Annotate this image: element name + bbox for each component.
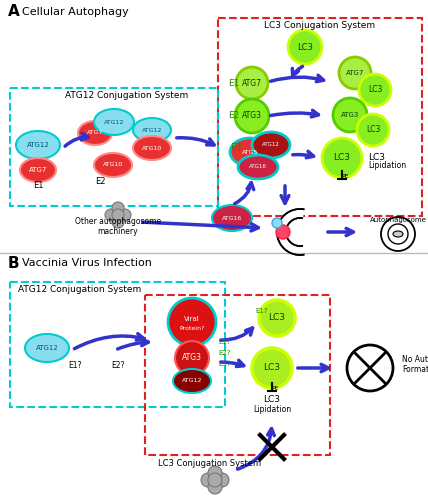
Text: LC3: LC3 [264,364,280,372]
Text: PE: PE [341,174,349,180]
Circle shape [208,473,222,487]
Text: ATG12: ATG12 [27,142,49,148]
Ellipse shape [94,153,132,177]
Text: E1?: E1? [218,339,231,345]
Text: ATG12: ATG12 [262,142,280,148]
Text: ATG7: ATG7 [29,167,47,173]
Circle shape [208,480,222,494]
Ellipse shape [16,131,60,159]
Text: E3?: E3? [218,361,231,367]
Text: ATG3: ATG3 [182,354,202,362]
Text: E3: E3 [230,144,241,152]
Text: ATG12 Conjugation System: ATG12 Conjugation System [18,286,141,294]
Text: E2?: E2? [218,350,231,356]
Ellipse shape [238,155,278,179]
Circle shape [112,216,124,228]
Text: Protein?: Protein? [179,326,205,330]
Text: LC3: LC3 [368,86,382,94]
Circle shape [259,300,295,336]
Text: LC3: LC3 [366,126,380,134]
Text: LC3 Conjugation System: LC3 Conjugation System [158,458,262,468]
Ellipse shape [133,118,171,142]
Text: Cellular Autophagy: Cellular Autophagy [22,7,129,17]
Text: A: A [8,4,20,20]
Circle shape [119,209,131,221]
Ellipse shape [133,136,171,160]
Text: E2: E2 [228,112,239,120]
Text: E2?: E2? [111,360,125,370]
Text: E2: E2 [95,178,105,186]
Text: ATG16: ATG16 [222,216,242,220]
Text: LC3 Conjugation System: LC3 Conjugation System [265,20,375,30]
Circle shape [272,218,282,228]
Circle shape [168,298,216,346]
Text: ATG12: ATG12 [36,345,58,351]
Text: Autophagosome: Autophagosome [369,217,426,223]
Ellipse shape [25,334,69,362]
Circle shape [288,30,322,64]
Circle shape [105,209,117,221]
Text: ATG10: ATG10 [103,162,123,168]
Text: ATG5: ATG5 [242,150,258,154]
Text: LC3: LC3 [333,154,351,162]
Text: ATG7: ATG7 [346,70,364,76]
Circle shape [322,138,362,178]
Text: B: B [8,256,20,270]
Circle shape [339,57,371,89]
Circle shape [252,348,292,388]
Text: Lipidation: Lipidation [253,404,291,413]
Text: ATG3: ATG3 [242,112,262,120]
Circle shape [112,209,124,221]
Circle shape [201,473,215,487]
Text: No Autophagosome: No Autophagosome [402,356,428,364]
Text: ATG7: ATG7 [87,130,103,136]
Text: ATG12: ATG12 [142,128,162,132]
Ellipse shape [20,158,56,182]
Text: ATG12: ATG12 [182,378,202,384]
Circle shape [388,224,408,244]
Ellipse shape [212,205,252,231]
Text: ATG12 Conjugation System: ATG12 Conjugation System [65,92,188,100]
Text: E1: E1 [33,180,43,190]
Text: Formation: Formation [402,366,428,374]
Ellipse shape [230,138,270,166]
Polygon shape [277,209,303,255]
Text: ATG10: ATG10 [142,146,162,150]
Circle shape [112,202,124,214]
Text: ATG3: ATG3 [341,112,359,118]
Circle shape [276,225,290,239]
Text: ATG16: ATG16 [249,164,267,170]
Text: LC3: LC3 [268,314,285,322]
Text: Viral: Viral [184,316,200,322]
Circle shape [208,466,222,480]
Text: Vaccinia Virus Infection: Vaccinia Virus Infection [22,258,152,268]
Circle shape [347,345,393,391]
Text: Lipidation: Lipidation [368,162,406,170]
Circle shape [381,217,415,251]
Text: E1?: E1? [255,308,268,314]
Ellipse shape [94,109,134,135]
Text: LC3: LC3 [297,42,313,51]
Text: E1: E1 [228,78,239,88]
Text: Other autophagosome: Other autophagosome [75,218,161,226]
Text: PE: PE [271,386,279,390]
Text: ATG7: ATG7 [242,78,262,88]
Circle shape [357,114,389,146]
Text: E1?: E1? [68,360,82,370]
Text: LC3: LC3 [368,152,385,162]
Ellipse shape [78,121,112,145]
Circle shape [333,98,367,132]
Ellipse shape [252,132,290,158]
Text: LC3: LC3 [264,396,280,404]
Circle shape [235,99,269,133]
Circle shape [215,473,229,487]
Text: machinery: machinery [98,226,138,235]
Circle shape [175,341,209,375]
Circle shape [236,67,268,99]
Text: ATG12: ATG12 [104,120,124,124]
Ellipse shape [393,231,403,237]
Circle shape [359,74,391,106]
Ellipse shape [173,369,211,393]
